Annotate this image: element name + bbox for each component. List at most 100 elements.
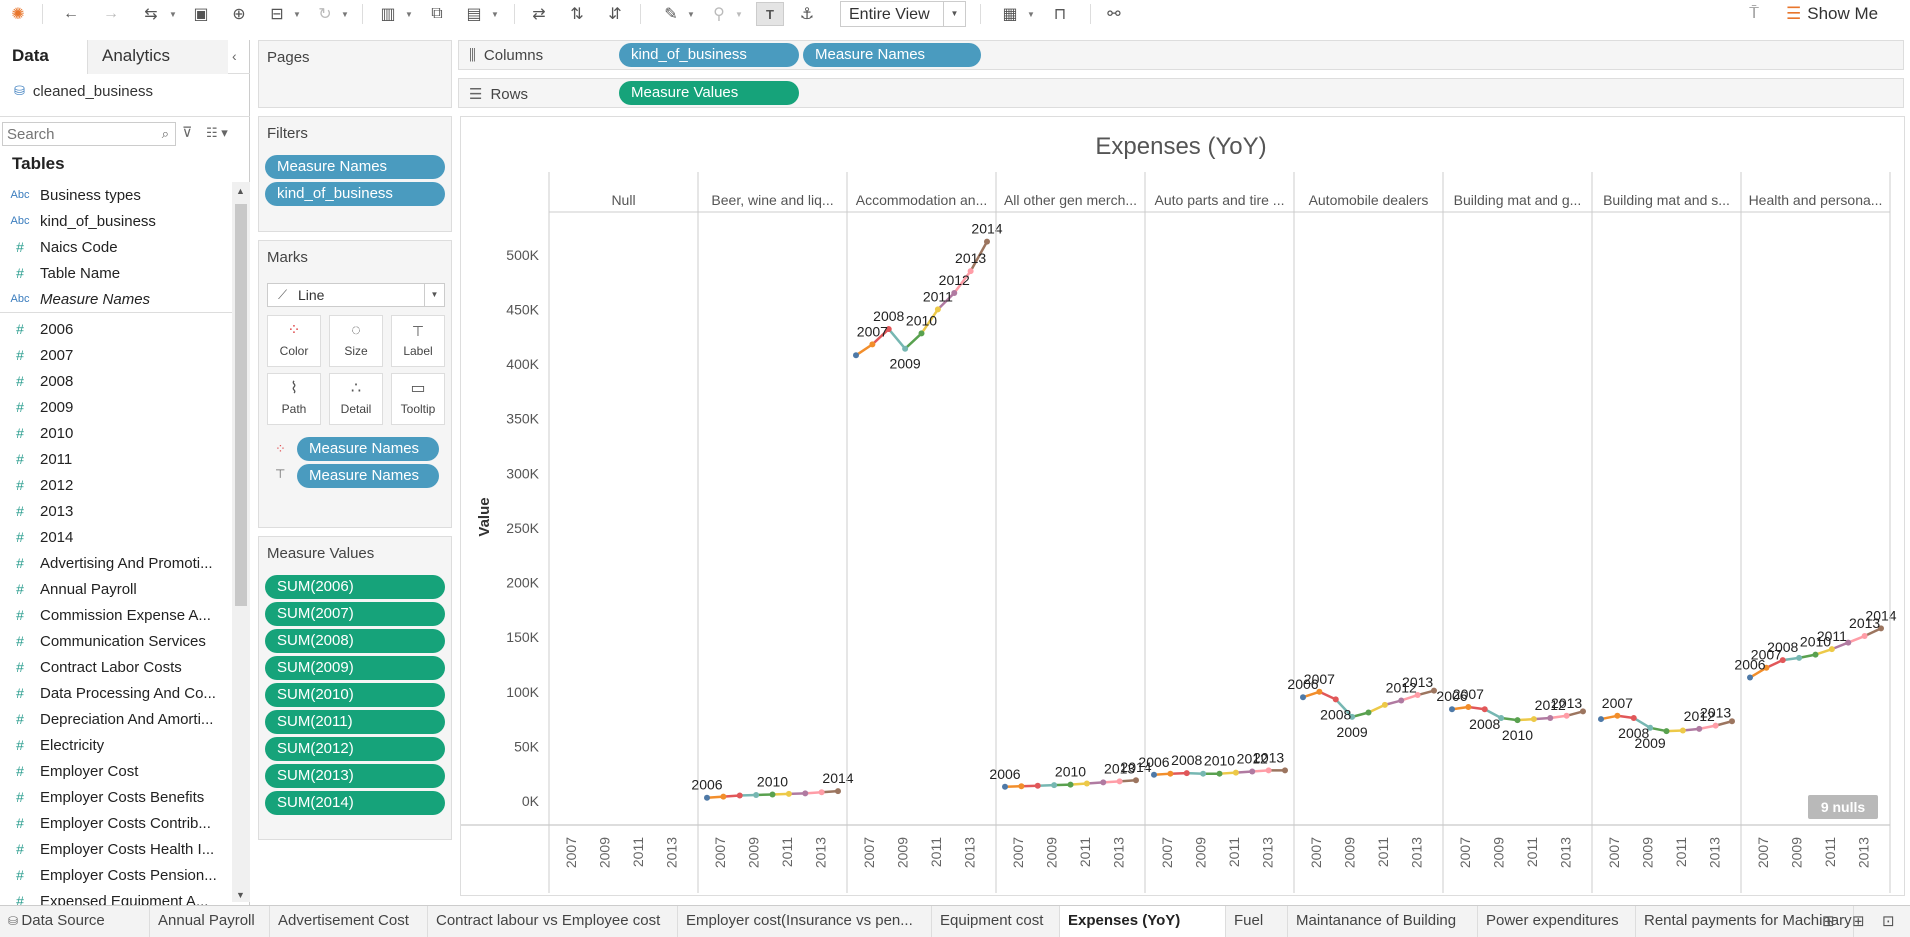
filters-card[interactable]: Filters Measure Names kind_of_business [258,116,452,232]
data-point[interactable] [786,791,792,797]
data-point[interactable] [835,788,841,794]
rows-shelf[interactable]: ☰ Rows Measure Values [458,78,1904,108]
data-point[interactable] [1680,728,1686,734]
field-item[interactable]: #2007 [0,342,230,368]
series-line-segment[interactable] [905,333,921,348]
data-point[interactable] [1002,784,1008,790]
field-item[interactable]: Abc Business types [0,182,230,208]
field-item[interactable]: #2012 [0,472,230,498]
swap-rows-columns-icon[interactable]: ⇄ [526,2,552,26]
field-item[interactable]: # Contract Labor Costs [0,654,230,680]
data-point[interactable] [1200,771,1206,777]
sort-descending-icon[interactable]: ⇵ [602,2,628,26]
field-item[interactable]: #2010 [0,420,230,446]
cards-dropdown-icon[interactable]: ▼ [1026,2,1036,26]
autoupdate-dropdown-icon[interactable]: ▼ [292,2,302,26]
data-point[interactable] [802,790,808,796]
marks-path-button[interactable]: ⌇ Path [267,373,321,425]
field-item[interactable]: # Annual Payroll [0,576,230,602]
clear-sheet-icon[interactable]: ▤ [460,2,488,26]
data-point[interactable] [1531,716,1537,722]
data-point[interactable] [1282,767,1288,773]
pause-autoupdate-icon[interactable]: ⊟ [264,2,290,26]
data-point[interactable] [1084,781,1090,787]
data-point[interactable] [869,341,875,347]
sheet-tab[interactable]: Contract labour vs Employee cost [428,906,678,937]
series-line-segment[interactable] [889,329,905,349]
field-item[interactable]: #2011 [0,446,230,472]
undo-icon[interactable]: ← [58,2,84,26]
tab-analytics[interactable]: Analytics [88,40,228,74]
scroll-up-icon[interactable]: ▲ [236,186,245,196]
sheet-tab[interactable]: Fuel [1226,906,1288,937]
data-point[interactable] [1547,715,1553,721]
data-point[interactable] [819,789,825,795]
field-item[interactable]: # Employer Cost [0,758,230,784]
data-point[interactable] [1035,783,1041,789]
field-item[interactable]: # Commission Expense A... [0,602,230,628]
data-point[interactable] [1233,770,1239,776]
data-point[interactable] [1151,772,1157,778]
data-point[interactable] [1333,696,1339,702]
data-point[interactable] [1564,713,1570,719]
marks-pill-label[interactable]: Measure Names [297,464,439,488]
marks-size-button[interactable]: ◌ Size [329,315,383,367]
pane-header[interactable]: All other gen merch... [1004,192,1137,208]
measure-pill[interactable]: SUM(2007) [265,602,445,626]
data-point[interactable] [770,791,776,797]
data-point[interactable] [853,352,859,358]
field-item[interactable]: # Data Processing And Co... [0,680,230,706]
data-point[interactable] [902,346,908,352]
mark-type-select[interactable]: ⟋ Line ▼ [267,283,445,307]
redo-icon[interactable]: → [98,2,124,26]
data-point[interactable] [1300,694,1306,700]
datasource-item[interactable]: ⛁ cleaned_business [14,80,244,102]
data-source-tab[interactable]: ⛁ Data Source [0,906,150,937]
sheet-tab[interactable]: Expenses (YoY) [1060,906,1226,937]
data-point[interactable] [1217,771,1223,777]
sheet-tab[interactable]: Annual Payroll [150,906,270,937]
show-me-button[interactable]: ☰ Show Me [1786,2,1906,26]
filter-pill-kind-of-business[interactable]: kind_of_business [265,182,445,206]
data-point[interactable] [1482,706,1488,712]
data-point[interactable] [1747,675,1753,681]
field-search[interactable]: ⌕ [2,122,176,146]
columns-pill-kind-of-business[interactable]: kind_of_business [619,43,799,67]
filter-pill-measure-names[interactable]: Measure Names [265,155,445,179]
data-point[interactable] [704,795,710,801]
tab-data[interactable]: Data [0,40,88,74]
marks-detail-button[interactable]: ∴ Detail [329,373,383,425]
data-point[interactable] [919,330,925,336]
data-point[interactable] [984,239,990,245]
filter-fields-icon[interactable]: ⊽ [182,124,192,141]
data-point[interactable] [1018,783,1024,789]
field-item[interactable]: # Advertising And Promoti... [0,550,230,576]
sheet-tab[interactable]: Employer cost(Insurance vs pen... [678,906,932,937]
measure-pill[interactable]: SUM(2012) [265,737,445,761]
marks-pill-color[interactable]: Measure Names [297,437,439,461]
field-item[interactable]: # Expensed Equipment A... [0,888,230,905]
sheet-tab[interactable]: Advertisement Cost [270,906,428,937]
replay-dropdown-icon[interactable]: ▼ [168,2,178,26]
scroll-down-icon[interactable]: ▼ [236,890,245,900]
data-point[interactable] [1664,728,1670,734]
field-item[interactable]: # Depreciation And Amorti... [0,706,230,732]
data-point[interactable] [1515,717,1521,723]
data-point[interactable] [1398,697,1404,703]
expenses-line-chart[interactable]: Expenses (YoY) Value 0K50K100K150K200K25… [461,117,1906,897]
field-item[interactable]: # Employer Costs Contrib... [0,810,230,836]
pages-card[interactable]: Pages [258,40,452,108]
data-point[interactable] [1598,716,1604,722]
data-point[interactable] [753,792,759,798]
measure-pill[interactable]: SUM(2008) [265,629,445,653]
data-point[interactable] [1449,706,1455,712]
clear-dropdown-icon[interactable]: ▼ [490,2,500,26]
cards-icon[interactable]: ▦ [996,2,1024,26]
group-members-icon[interactable]: ⚲ [706,2,732,26]
field-item[interactable]: #2006 [0,316,230,342]
replay-icon[interactable]: ⇆ [136,2,166,26]
data-point[interactable] [1382,702,1388,708]
data-point[interactable] [1167,771,1173,777]
field-item[interactable]: #2009 [0,394,230,420]
new-story-tab-icon[interactable]: ⊡ [1882,912,1895,930]
